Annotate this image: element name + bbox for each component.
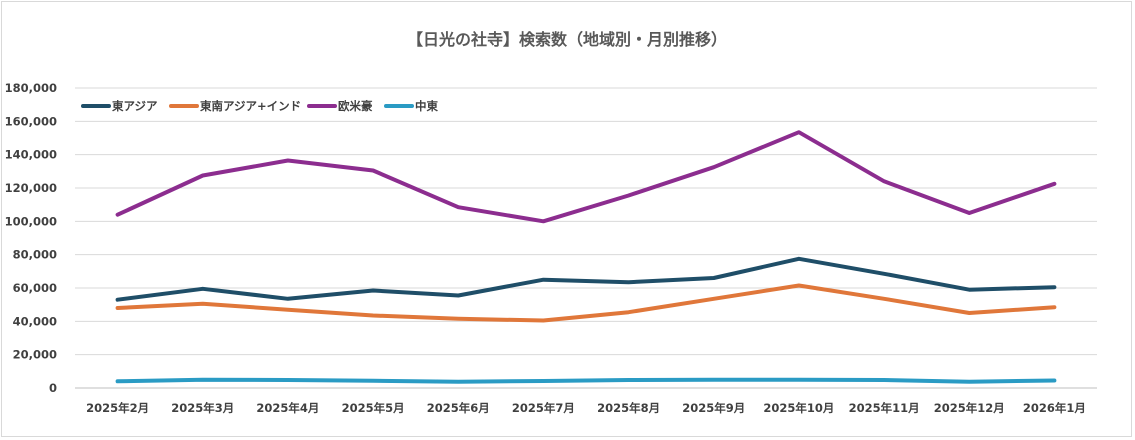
legend-label: 中東 bbox=[415, 99, 438, 113]
x-tick-label: 2025年4月 bbox=[256, 401, 319, 415]
y-tick-label: 60,000 bbox=[13, 281, 57, 295]
series-line-1 bbox=[115, 283, 1057, 323]
series-line-0 bbox=[115, 256, 1057, 302]
y-axis-ticks: 0 20,000 40,000 60,000 80,000 100,000 120,000 1… bbox=[5, 81, 57, 395]
series-lines bbox=[115, 130, 1057, 384]
x-tick-label: 2025年2月 bbox=[86, 401, 149, 415]
y-tick-label: 80,000 bbox=[13, 248, 57, 262]
x-tick-label: 2025年10月 bbox=[763, 401, 834, 415]
x-tick-label: 2025年7月 bbox=[512, 401, 575, 415]
x-tick-label: 2026年1月 bbox=[1023, 401, 1086, 415]
legend-label: 欧米豪 bbox=[338, 99, 373, 113]
x-tick-label: 2025年8月 bbox=[597, 401, 660, 415]
legend: 東アジア 東南アジア+インド 欧米豪 中東 bbox=[81, 99, 438, 113]
y-tick-label: 180,000 bbox=[5, 81, 57, 95]
legend-label: 東南アジア+インド bbox=[200, 99, 301, 113]
y-tick-label: 0 bbox=[49, 381, 57, 395]
x-tick-label: 2025年9月 bbox=[682, 401, 745, 415]
x-tick-label: 2025年11月 bbox=[849, 401, 920, 415]
y-tick-label: 160,000 bbox=[5, 114, 57, 128]
series-line-3 bbox=[115, 377, 1057, 384]
y-tick-label: 40,000 bbox=[13, 314, 57, 328]
y-tick-label: 100,000 bbox=[5, 214, 57, 228]
x-tick-label: 2025年12月 bbox=[934, 401, 1005, 415]
x-axis-ticks: 2025年2月 2025年3月 2025年4月 2025年5月 2025年6月 2025年… bbox=[86, 401, 1086, 415]
gridlines bbox=[75, 87, 1097, 389]
series-line-2 bbox=[115, 130, 1057, 224]
legend-label: 東アジア bbox=[112, 99, 158, 113]
chart-title: 【日光の社寺】検索数（地域別・月別推移） bbox=[407, 30, 727, 49]
x-tick-label: 2025年5月 bbox=[342, 401, 405, 415]
y-tick-label: 20,000 bbox=[13, 348, 57, 362]
y-tick-label: 120,000 bbox=[5, 181, 57, 195]
y-tick-label: 140,000 bbox=[5, 148, 57, 162]
x-tick-label: 2025年6月 bbox=[427, 401, 490, 415]
x-tick-label: 2025年3月 bbox=[171, 401, 234, 415]
